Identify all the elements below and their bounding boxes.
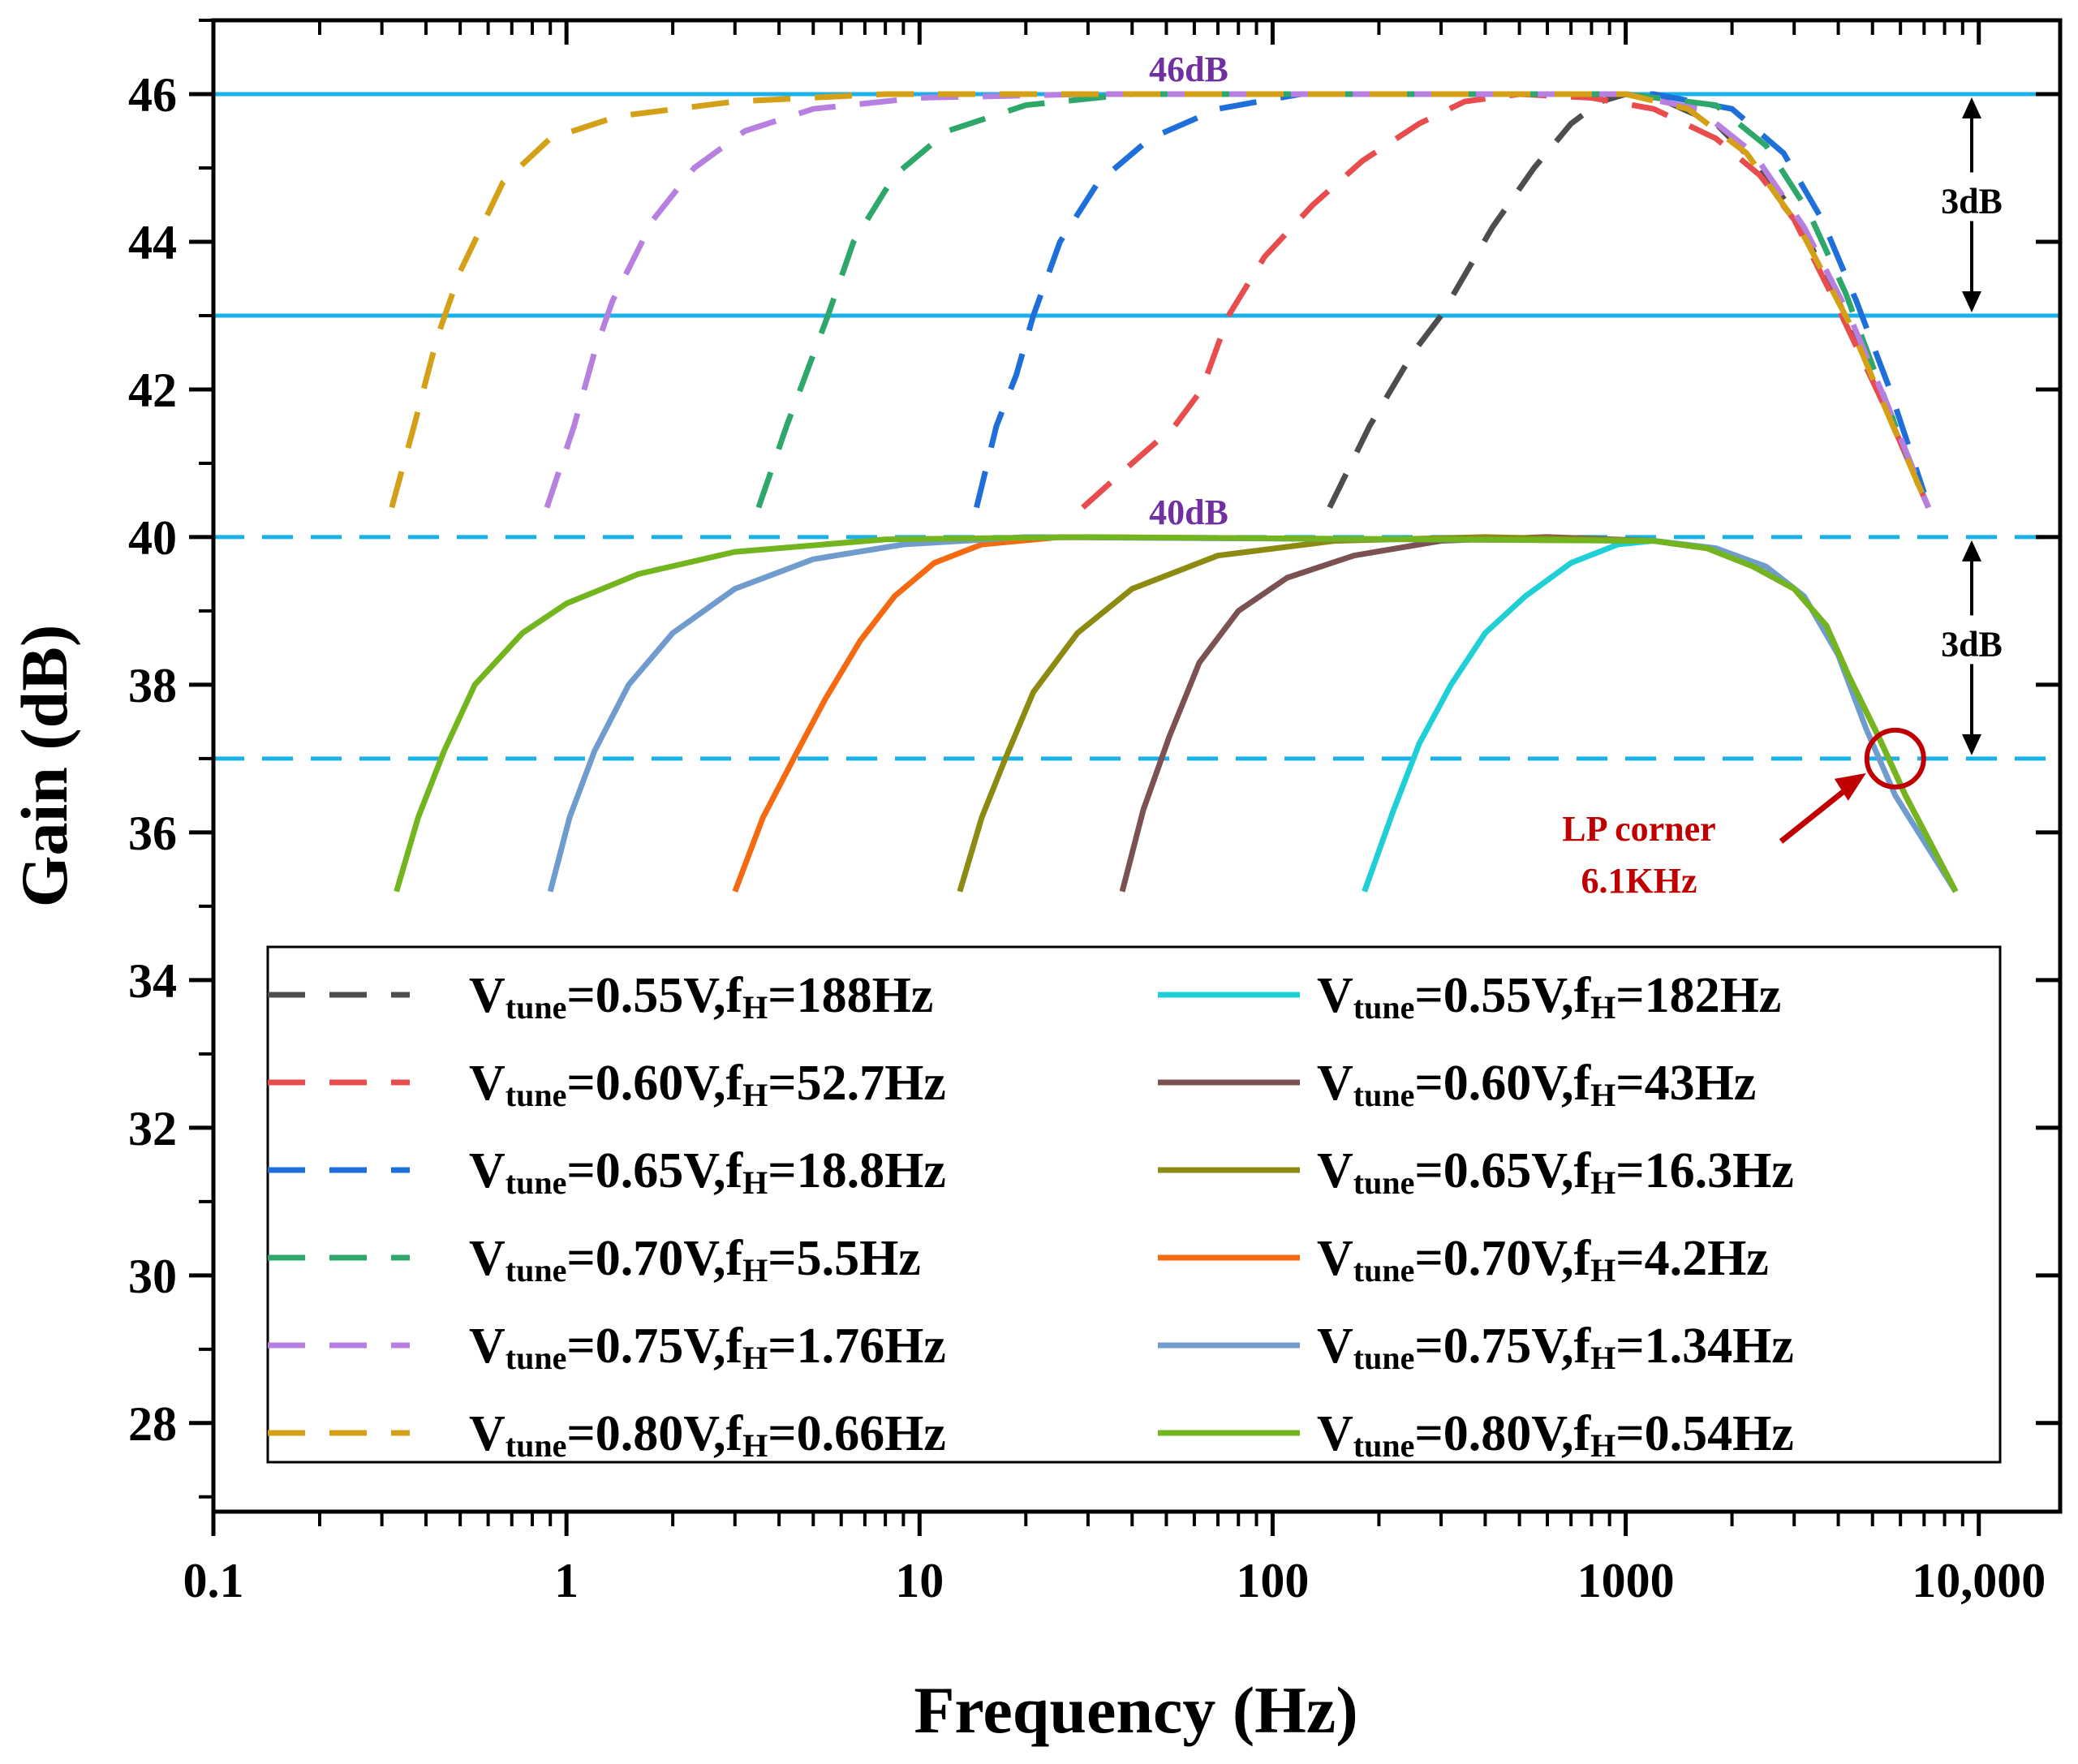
legend-label-2: Vtune=0.60V,fH=52.7Hz [469,1056,946,1113]
series-line-gain46-060V-52p7Hz [1081,91,1931,510]
x-tick-label-2: 1 [554,1554,579,1607]
y-tick-label-40: 40 [128,511,177,565]
lp-corner-frequency: 6.1KHz [1581,861,1697,901]
series-line-gain46-080V-0p66Hz [389,91,1931,509]
y-axis-title: Gain (dB) [7,625,81,908]
lower-3db-span-label: 3dB [1941,624,2003,664]
legend-label-12: Vtune=0.80V,fH=0.54Hz [1317,1406,1794,1464]
lower-3db-span-arrowhead-down [1962,734,1981,755]
upper-3db-span-arrowhead-up [1962,97,1981,118]
lp-corner-label: LP corner [1562,809,1715,849]
y-tick-label-28: 28 [128,1397,177,1451]
legend-label-7: Vtune=0.55V,fH=182Hz [1317,968,1781,1026]
y-tick-label-46: 46 [128,68,177,122]
series-line-gain46-075V-1p76Hz [544,91,1931,509]
lower-3db-span-arrowhead-up [1962,540,1981,561]
plot-frame [211,18,2063,1514]
x-tick-label-5: 1000 [1577,1554,1675,1607]
legend-box [266,945,2002,1464]
legend-label-6: Vtune=0.80V,fH=0.66Hz [469,1406,946,1464]
upper-3db-span-label: 3dB [1941,181,2003,221]
reference-label-40db: 40dB [1149,493,1228,532]
x-tick-label-6: 10,000 [1912,1554,2046,1607]
y-tick-label-34: 34 [128,954,177,1008]
legend-label-1: Vtune=0.55V,fH=188Hz [469,968,933,1026]
lp-corner-circle [1864,727,1926,789]
legend-label-11: Vtune=0.75V,fH=1.34Hz [1317,1319,1794,1376]
y-tick-label-32: 32 [128,1102,177,1155]
upper-3db-span-arrowhead-down [1962,290,1981,312]
y-tick-label-30: 30 [128,1250,177,1303]
legend-label-9: Vtune=0.65V,fH=16.3Hz [1317,1143,1794,1201]
axes-layer [211,18,2063,1514]
legend-label-8: Vtune=0.60V,fH=43Hz [1317,1056,1756,1113]
series-layer [389,91,1959,893]
y-tick-label-38: 38 [128,659,177,712]
legend-label-5: Vtune=0.75V,fH=1.76Hz [469,1319,946,1376]
x-axis-title: Frequency (Hz) [914,1673,1357,1747]
series-line-gain40-080V-0p54Hz [394,534,1959,893]
y-tick-label-36: 36 [128,807,177,860]
annotations-layer: Frequency (Hz) Gain (dB) 3dB 3dB LP corner… [7,97,2022,1747]
upper-3db-span-label-bg [1921,172,2022,222]
legend-label-4: Vtune=0.70V,fH=5.5Hz [469,1231,921,1289]
x-tick-label-4: 100 [1236,1554,1309,1607]
tick-marks-layer: 0.1 1 10 100 1000 10,000 28 30 32 34 36 38 40 42 44 46 [128,19,2060,1607]
lp-corner-arrowhead [1834,772,1866,801]
x-tick-label-3: 10 [895,1554,944,1607]
legend-label-10: Vtune=0.70V,fH=4.2Hz [1317,1231,1769,1289]
series-line-gain46-055V-188Hz [1327,91,1931,510]
legend-label-3: Vtune=0.65V,fH=18.8Hz [469,1143,946,1201]
legend: Vtune=0.55V,fH=188Hz Vtune=0.60V,fH=52.7H… [266,945,2002,1464]
reference-label-46db: 46dB [1149,49,1228,89]
lower-3db-span-label-bg [1921,615,2022,665]
y-tick-label-44: 44 [128,216,177,269]
x-tick-label-1: 0.1 [183,1554,244,1607]
y-tick-label-42: 42 [128,364,177,417]
